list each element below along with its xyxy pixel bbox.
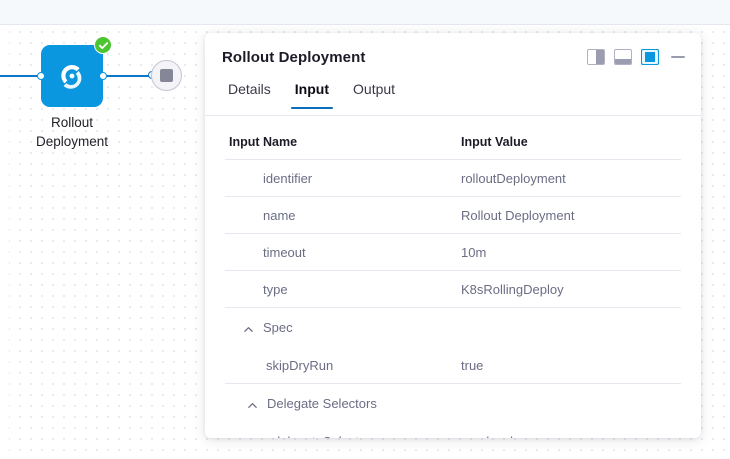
rollout-deployment-icon xyxy=(57,61,87,91)
success-check-icon xyxy=(94,36,112,54)
input-name-cell: delegateSelectors xyxy=(225,423,457,438)
top-header-strip xyxy=(0,0,730,25)
panel-actions xyxy=(587,49,685,65)
pipeline-node-rollout-deployment[interactable]: Rollout Deployment xyxy=(36,36,112,149)
input-name-cell: timeout xyxy=(225,233,457,271)
table-row: delegateSelectors gcpdocplay xyxy=(225,423,681,438)
table-row: timeout 10m xyxy=(225,233,681,271)
node-label: Rollout Deployment xyxy=(25,113,119,151)
input-value-cell: Rollout Deployment xyxy=(457,196,681,234)
section-value-cell xyxy=(457,308,681,348)
bottom-panel-layout-icon[interactable] xyxy=(614,49,632,65)
input-value-cell: 10m xyxy=(457,233,681,271)
panel-tabs: Details Input Output xyxy=(205,81,701,116)
node-label-line1: Rollout xyxy=(50,115,94,130)
input-name-cell: name xyxy=(225,196,457,234)
column-header-input-value: Input Value xyxy=(457,135,681,160)
column-header-input-name: Input Name xyxy=(225,135,457,160)
input-table-wrap: Input Name Input Value identifier rollou… xyxy=(205,116,701,438)
section-header-cell[interactable]: Delegate Selectors xyxy=(225,384,457,424)
chevron-up-icon xyxy=(243,322,254,333)
section-row-delegate-selectors[interactable]: Delegate Selectors xyxy=(225,384,681,424)
float-panel-layout-icon[interactable] xyxy=(641,49,659,65)
input-name-cell: identifier xyxy=(225,159,457,197)
input-value-cell: true xyxy=(457,347,681,384)
tab-input[interactable]: Input xyxy=(283,81,341,109)
table-header-row: Input Name Input Value xyxy=(225,135,681,160)
input-value-cell: K8sRollingDeploy xyxy=(457,270,681,308)
chevron-up-icon xyxy=(247,398,258,409)
panel-title: Rollout Deployment xyxy=(222,48,366,66)
table-body: identifier rolloutDeployment name Rollou… xyxy=(225,159,681,438)
stop-node[interactable] xyxy=(151,60,182,91)
section-title: Delegate Selectors xyxy=(267,396,377,411)
node-input-port[interactable] xyxy=(37,72,45,80)
step-details-panel: Rollout Deployment Details Input Output … xyxy=(205,33,701,438)
section-title: Spec xyxy=(263,320,293,335)
tab-output[interactable]: Output xyxy=(353,81,396,97)
edge-incoming xyxy=(0,75,42,77)
input-value-cell: rolloutDeployment xyxy=(457,159,681,197)
input-name-cell: skipDryRun xyxy=(225,347,457,384)
input-value-cell: gcpdocplay xyxy=(457,423,681,438)
section-row-spec[interactable]: Spec xyxy=(225,308,681,348)
input-table: Input Name Input Value identifier rollou… xyxy=(225,135,681,438)
edge-outgoing xyxy=(102,75,156,77)
section-value-cell xyxy=(457,384,681,424)
node-box[interactable] xyxy=(41,45,103,107)
node-output-port[interactable] xyxy=(99,72,107,80)
panel-header: Rollout Deployment xyxy=(205,33,701,81)
table-row: type K8sRollingDeploy xyxy=(225,270,681,308)
table-row: name Rollout Deployment xyxy=(225,196,681,234)
stop-square-icon xyxy=(160,69,173,82)
canvas-left-gutter xyxy=(0,26,9,459)
table-row: skipDryRun true xyxy=(225,347,681,384)
right-panel-layout-icon[interactable] xyxy=(587,49,605,65)
tab-details[interactable]: Details xyxy=(228,81,271,97)
table-row: identifier rolloutDeployment xyxy=(225,159,681,197)
minimize-icon[interactable] xyxy=(671,50,685,64)
section-header-cell[interactable]: Spec xyxy=(225,308,457,348)
input-name-cell: type xyxy=(225,270,457,308)
node-label-line2: Deployment xyxy=(35,134,109,149)
